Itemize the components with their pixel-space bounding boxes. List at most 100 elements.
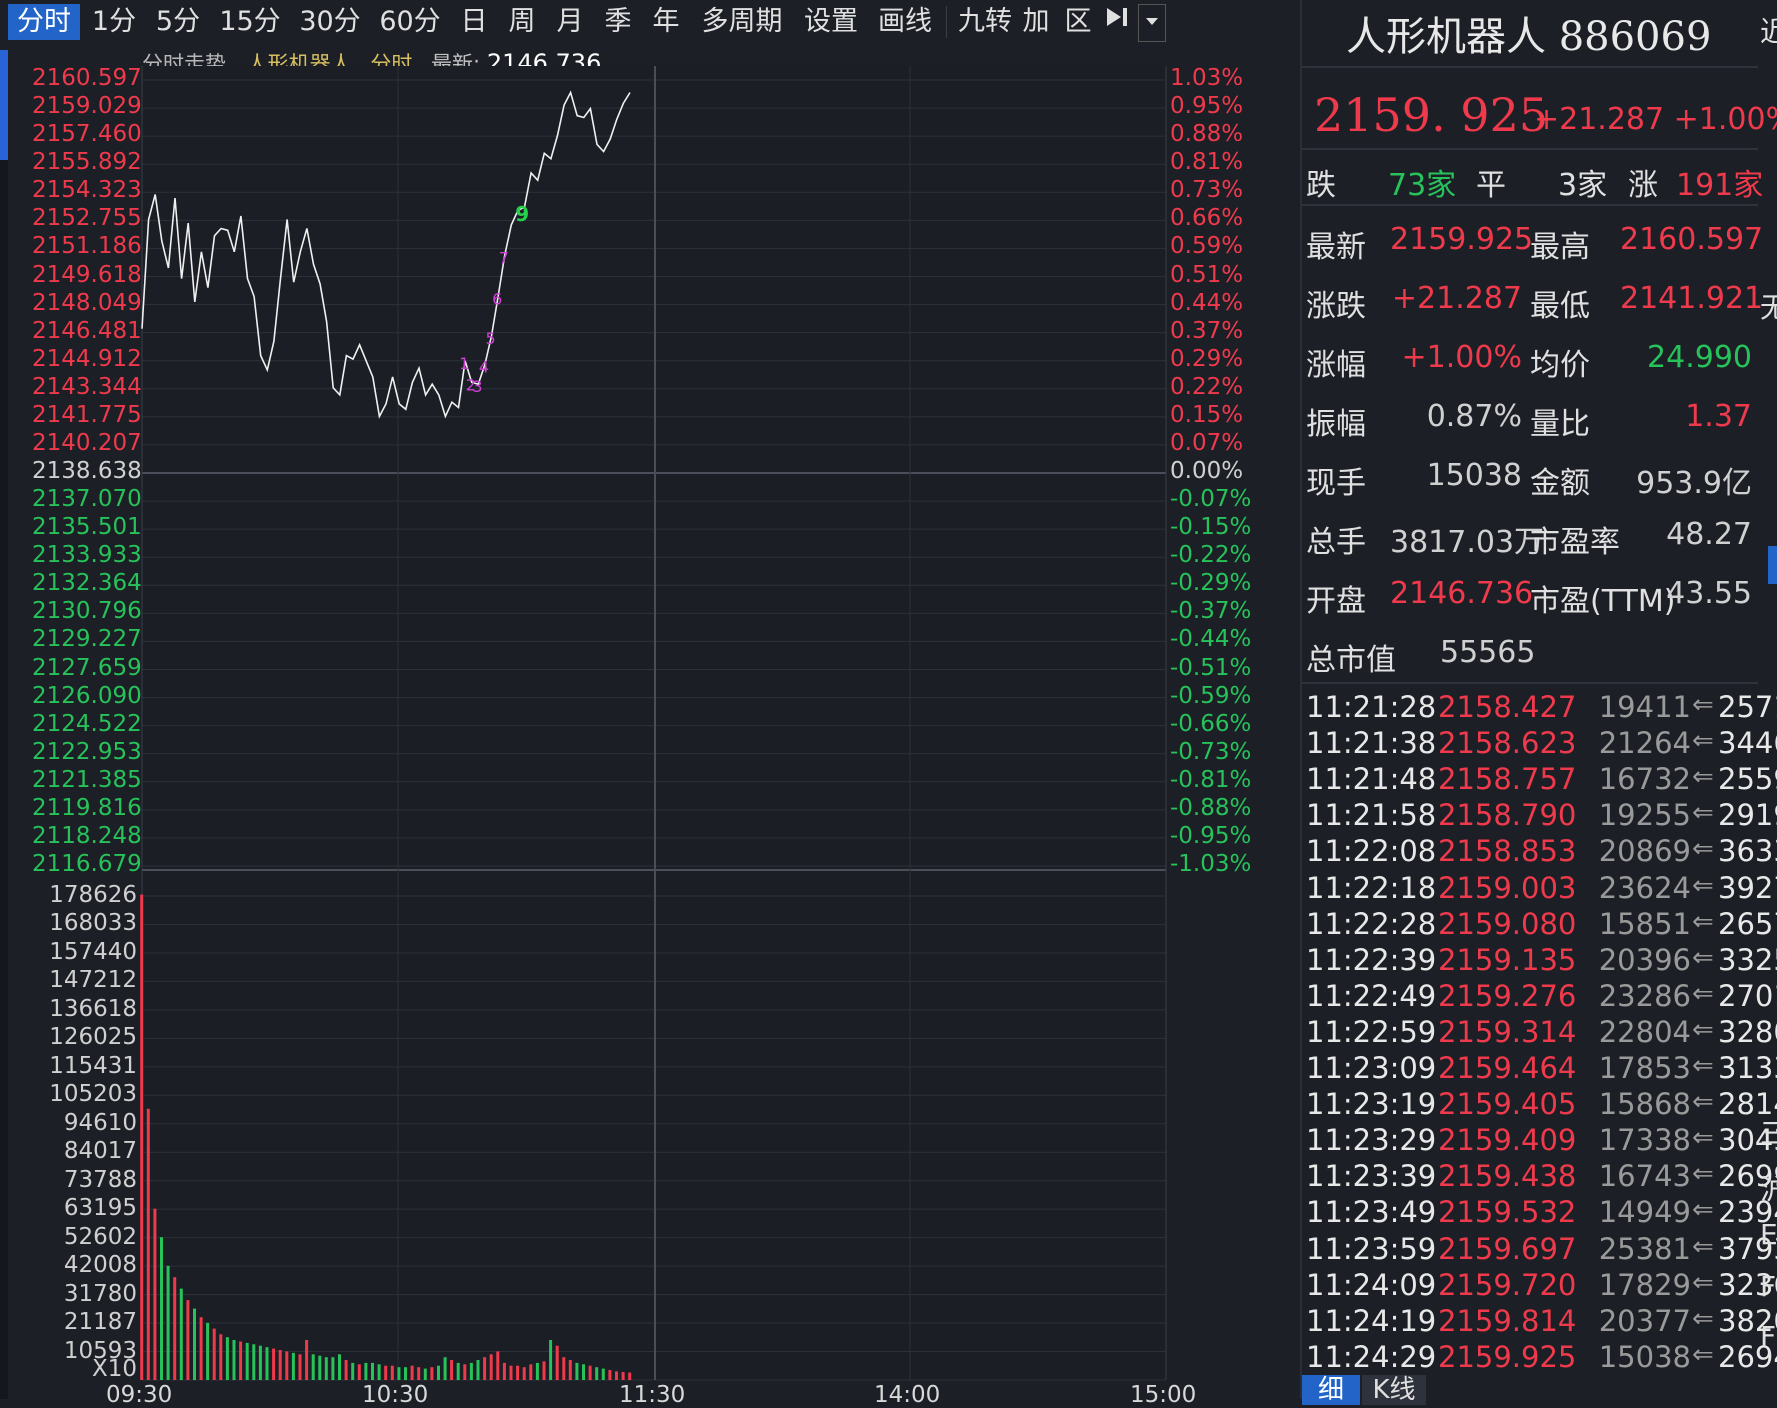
tick-time: 11:22:39 xyxy=(1306,942,1437,977)
volume-bar xyxy=(252,1344,256,1380)
arrow-left-icon: ⇐ xyxy=(1692,978,1714,1009)
volume-bar xyxy=(542,1361,546,1380)
volume-bar xyxy=(272,1348,276,1380)
tab-period-6[interactable]: 日 xyxy=(460,6,488,37)
time-tick-label: 14:00 xyxy=(874,1382,941,1408)
volume-bar xyxy=(555,1345,559,1380)
divider xyxy=(1302,204,1758,206)
volume-bar xyxy=(502,1362,506,1380)
tick-volume: 16732 xyxy=(1598,762,1691,797)
side-panel-toggle[interactable] xyxy=(1768,546,1777,584)
tick-volume: 15868 xyxy=(1598,1087,1691,1122)
nine-turn-signal-label: 5 xyxy=(486,329,496,348)
tab-period-11[interactable]: 多周期 xyxy=(701,6,783,37)
tab-period-10[interactable]: 年 xyxy=(652,6,680,37)
volume-bar xyxy=(450,1360,454,1380)
volume-bar xyxy=(509,1365,513,1380)
volume-bar xyxy=(166,1265,170,1380)
nine-turn-button[interactable]: 九转 xyxy=(958,6,1012,37)
quote-label: 开盘 xyxy=(1306,584,1366,619)
quote-value: +21.287 xyxy=(1391,281,1522,316)
quote-value: 2146.736 xyxy=(1390,576,1534,611)
volume-bar xyxy=(258,1345,262,1380)
percent-tick-label: -0.44% xyxy=(1170,626,1252,653)
quote-label: 市盈率 xyxy=(1530,525,1620,560)
volume-tick-label: 157440 xyxy=(49,938,137,965)
tab-period-9[interactable]: 季 xyxy=(604,6,632,37)
tab-period-12[interactable]: 设置 xyxy=(804,6,858,37)
arrow-left-icon: ⇐ xyxy=(1692,1123,1714,1154)
percent-tick-label: 0.29% xyxy=(1170,345,1244,372)
price-tick-label: 2140.207 xyxy=(32,429,142,456)
intraday-chart[interactable]: 1 234 5 6 7 9 xyxy=(0,0,1300,1399)
tick-count: 2394 xyxy=(1718,1195,1777,1230)
tab-intraday[interactable]: 分时 xyxy=(8,4,80,40)
quote-value: +1.00% xyxy=(1401,340,1522,375)
volume-bar xyxy=(305,1340,309,1380)
tick-time: 11:21:38 xyxy=(1306,726,1437,761)
price-tick-label: 2148.049 xyxy=(32,289,142,316)
volume-bar xyxy=(404,1367,407,1380)
volume-tick-label: 84017 xyxy=(63,1138,137,1165)
tick-count: 3793 xyxy=(1718,1231,1777,1266)
volume-bar xyxy=(212,1328,216,1380)
tick-time: 11:21:48 xyxy=(1306,762,1437,797)
toolbar-separator xyxy=(946,6,947,38)
volume-bar xyxy=(588,1365,592,1380)
add-button[interactable]: 加 xyxy=(1022,6,1050,37)
nine-turn-signal-label: 7 xyxy=(499,248,509,267)
tab-period-1[interactable]: 1分 xyxy=(91,6,137,37)
jump-to-end-icon[interactable] xyxy=(1100,4,1134,40)
time-tick-label: 09:30 xyxy=(106,1382,173,1408)
volume-tick-label: 126025 xyxy=(49,1024,137,1051)
volume-bar xyxy=(562,1357,566,1380)
volume-bar xyxy=(311,1354,315,1380)
tab-detail[interactable]: 细 xyxy=(1302,1375,1360,1405)
tick-volume: 17853 xyxy=(1598,1051,1691,1085)
arrow-left-icon: ⇐ xyxy=(1692,762,1714,793)
price-tick-label: 2127.659 xyxy=(32,654,142,681)
volume-bar xyxy=(324,1357,328,1380)
tab-kline[interactable]: K线 xyxy=(1362,1375,1426,1405)
tab-period-8[interactable]: 月 xyxy=(556,6,584,37)
range-button[interactable]: 区 xyxy=(1064,6,1092,37)
clipped-text: 沪 xyxy=(1760,1173,1777,1206)
tick-time: 11:22:18 xyxy=(1306,870,1437,905)
quote-value: 0.87% xyxy=(1426,399,1522,434)
volume-bar xyxy=(364,1362,368,1380)
tick-volume: 21264 xyxy=(1598,726,1691,761)
left-edge-marker xyxy=(0,50,8,1399)
tab-period-5[interactable]: 60分 xyxy=(379,6,441,37)
volume-bar xyxy=(173,1277,177,1380)
price-line xyxy=(141,90,631,419)
chevron-down-icon[interactable] xyxy=(1138,4,1166,42)
panel-title: 人形机器人 886069 xyxy=(1346,14,1712,60)
tab-period-4[interactable]: 30分 xyxy=(299,6,361,37)
tab-period-7[interactable]: 周 xyxy=(508,6,536,37)
quote-label: 最低 xyxy=(1530,289,1590,324)
arrow-left-icon: ⇐ xyxy=(1692,1339,1714,1370)
volume-bar xyxy=(628,1372,632,1380)
tab-period-3[interactable]: 15分 xyxy=(219,6,281,37)
price-tick-label: 2137.070 xyxy=(32,486,142,513)
volume-bar xyxy=(193,1308,196,1380)
quote-label: 总手 xyxy=(1306,525,1366,560)
tab-period-13[interactable]: 画线 xyxy=(878,6,932,37)
quote-value: 48.27 xyxy=(1666,517,1752,552)
price-tick-label: 2126.090 xyxy=(32,682,142,709)
tick-count: 2694 xyxy=(1718,1339,1777,1374)
arrow-left-icon: ⇐ xyxy=(1692,1051,1714,1081)
volume-tick-label: 115431 xyxy=(49,1052,137,1079)
volume-bar xyxy=(496,1351,500,1380)
volume-bar xyxy=(377,1364,381,1380)
arrow-left-icon: ⇐ xyxy=(1692,726,1714,757)
tab-period-2[interactable]: 5分 xyxy=(155,6,201,37)
